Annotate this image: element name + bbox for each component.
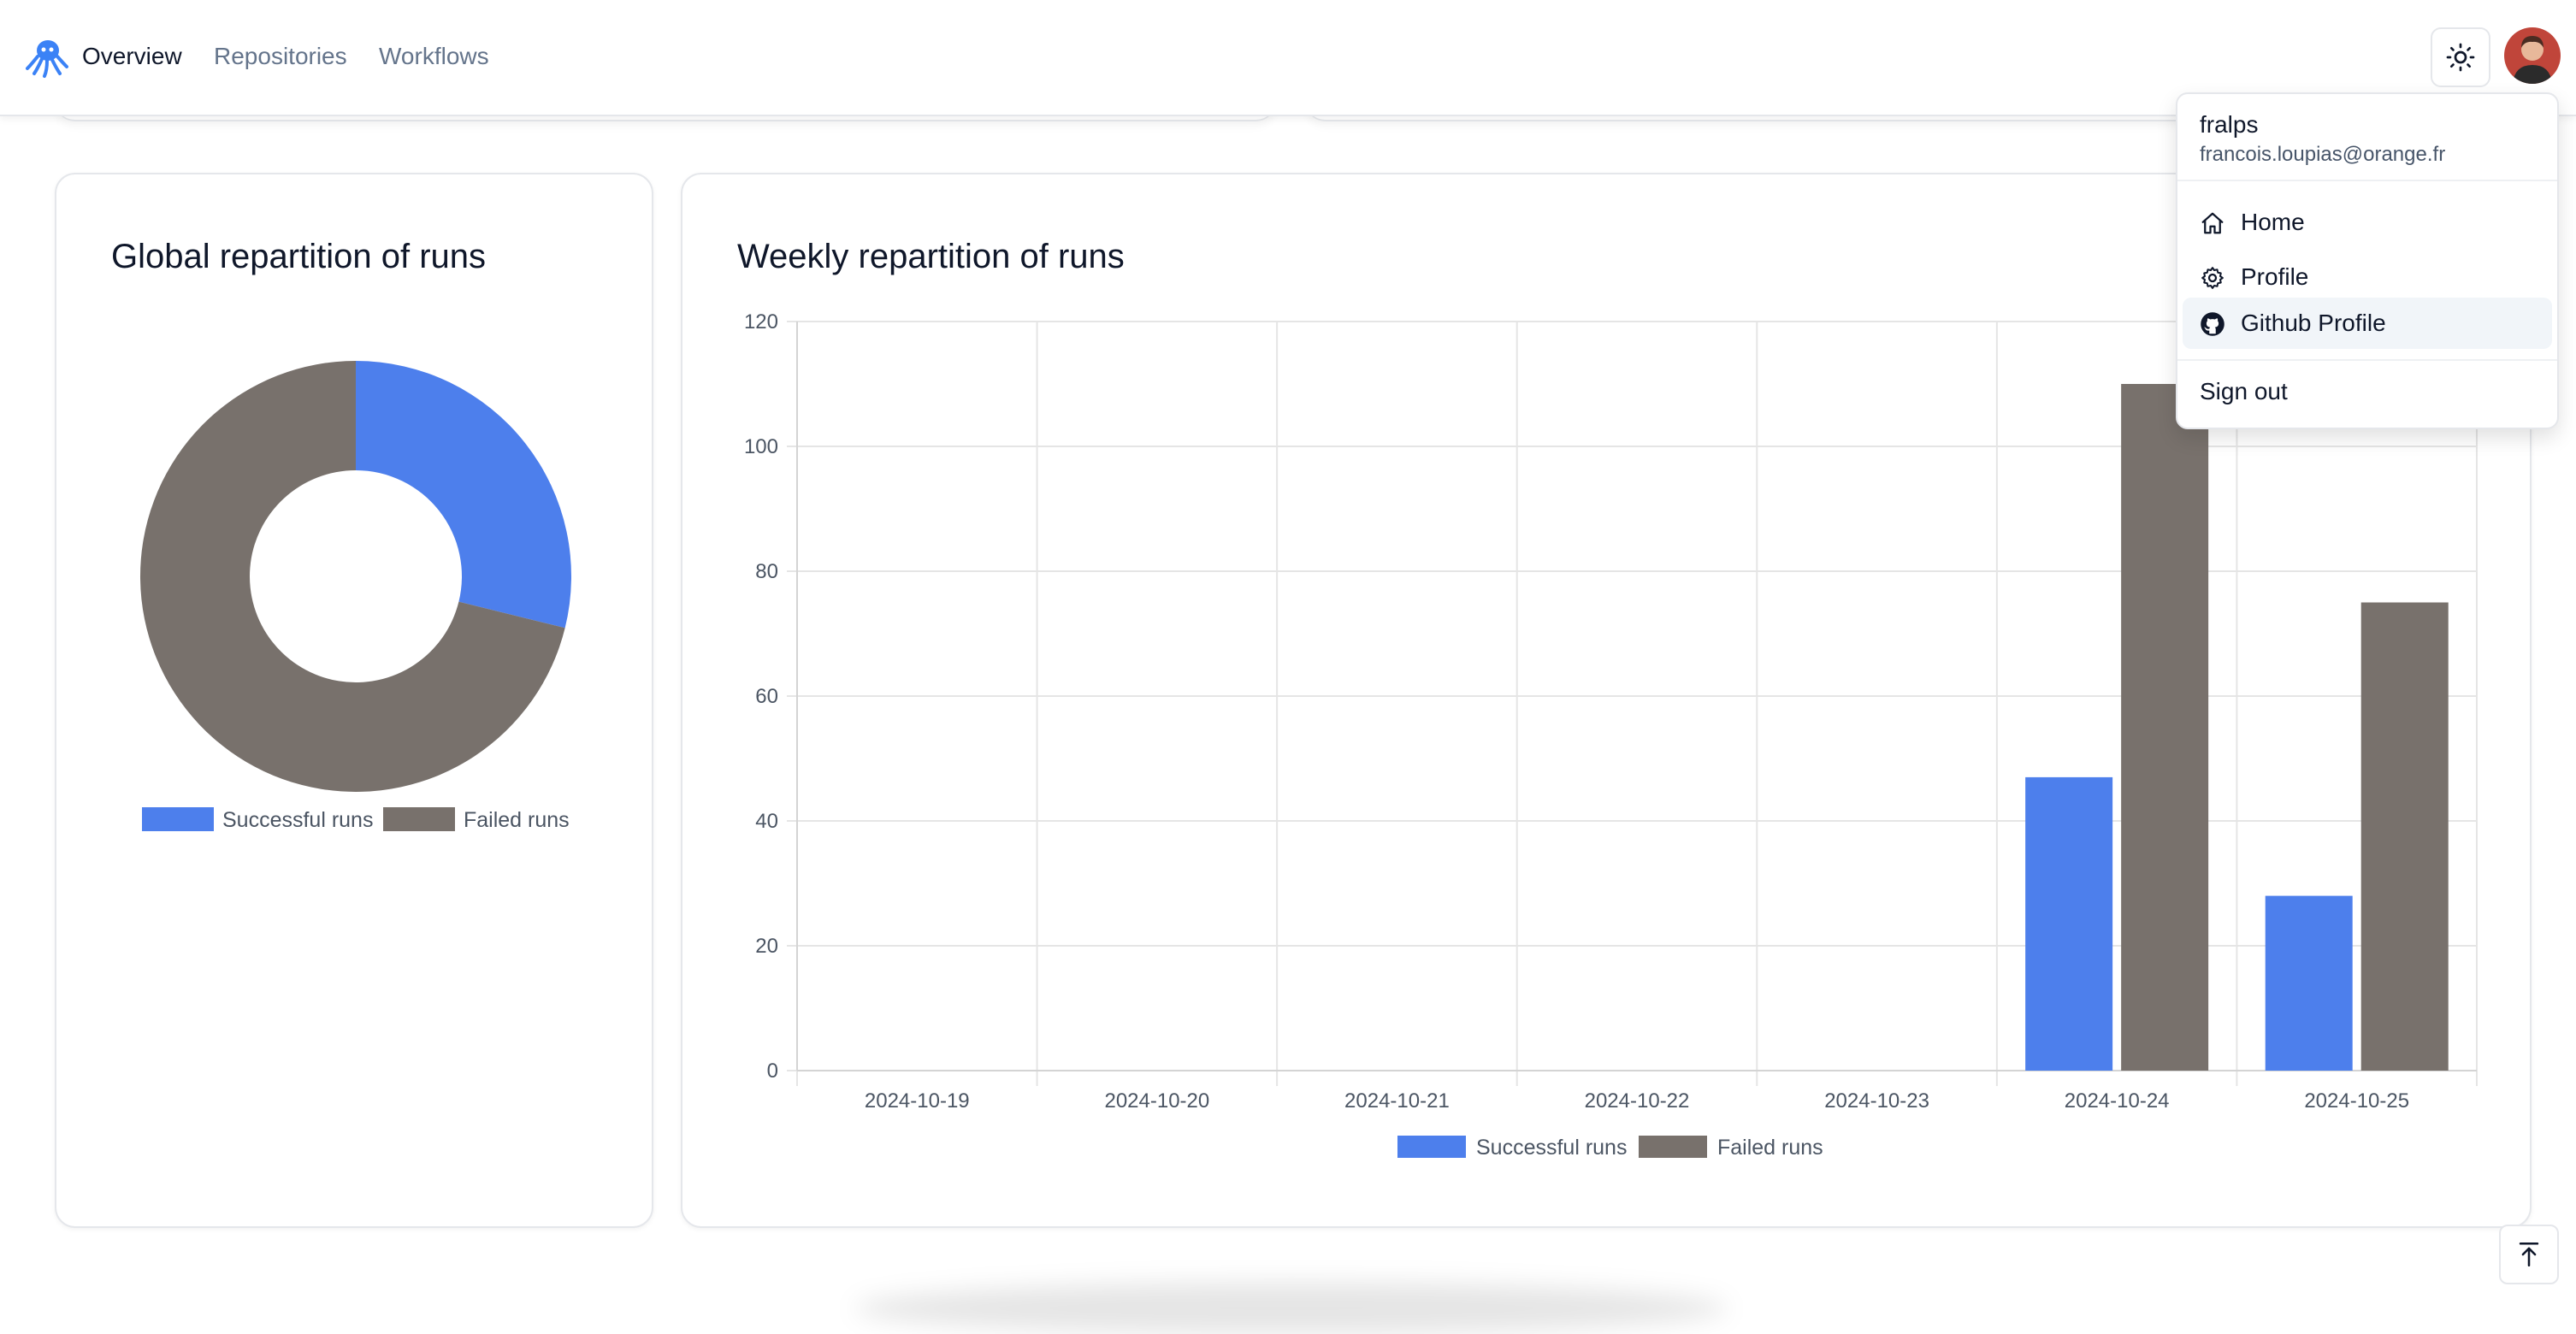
legend-label[interactable]: Successful runs: [1476, 1136, 1627, 1160]
sign-out-button[interactable]: Sign out: [2200, 378, 2288, 404]
y-tick-label: 120: [744, 310, 778, 334]
github-icon: [2201, 312, 2224, 336]
menu-item-label: Home: [2241, 209, 2305, 235]
legend-label[interactable]: Successful runs: [222, 808, 373, 832]
bottom-shadow: [855, 1283, 1728, 1334]
legend-label[interactable]: Failed runs: [1717, 1136, 1823, 1160]
nav-repositories[interactable]: Repositories: [214, 43, 347, 69]
global-runs-card: Global repartition of runs Successful ru…: [55, 173, 653, 1228]
x-tick-label: 2024-10-19: [865, 1089, 970, 1113]
scroll-to-top-button[interactable]: [2499, 1225, 2559, 1284]
y-tick-label: 80: [755, 560, 778, 583]
bar-failed-runs[interactable]: [2360, 602, 2449, 1071]
x-tick-label: 2024-10-25: [2304, 1089, 2409, 1113]
arrow-up-to-line-icon: [2519, 1242, 2539, 1267]
home-icon: [2201, 212, 2224, 234]
divider: [2177, 180, 2557, 181]
y-tick-label: 20: [755, 935, 778, 958]
menu-username: fralps: [2200, 111, 2259, 138]
legend-swatch[interactable]: [383, 807, 455, 831]
menu-item-github-profile[interactable]: Github Profile: [2183, 298, 2552, 349]
x-tick-label: 2024-10-22: [1585, 1089, 1690, 1113]
user-menu-dropdown: fralps francois.loupias@orange.fr Home P…: [2176, 92, 2559, 429]
bar-successful-runs[interactable]: [2025, 776, 2113, 1071]
x-tick-label: 2024-10-23: [1824, 1089, 1929, 1113]
card-title: Global repartition of runs: [111, 238, 487, 275]
x-tick-label: 2024-10-20: [1104, 1089, 1209, 1113]
sun-icon: [2446, 43, 2475, 72]
theme-toggle-button[interactable]: [2431, 27, 2490, 87]
legend-swatch[interactable]: [142, 807, 214, 831]
legend-swatch[interactable]: [1639, 1136, 1707, 1158]
menu-item-label: Profile: [2241, 263, 2309, 290]
menu-email: francois.loupias@orange.fr: [2200, 143, 2446, 166]
card-title: Weekly repartition of runs: [737, 238, 1125, 275]
gear-icon: [2201, 267, 2224, 289]
bar-chart: 0 20 40 60 80 100 120 2024-10-19 2024-10-20 2024-…: [744, 310, 2478, 1160]
y-tick-label: 100: [744, 435, 778, 458]
donut-chart: Successful runs Failed runs: [139, 361, 572, 832]
menu-item-profile[interactable]: Profile: [2183, 251, 2552, 303]
divider: [2177, 359, 2557, 361]
user-avatar-image: [2504, 27, 2561, 84]
x-tick-label: 2024-10-24: [2065, 1089, 2170, 1113]
bar-failed-runs[interactable]: [2121, 384, 2209, 1071]
y-tick-label: 40: [755, 810, 778, 833]
y-tick-label: 0: [767, 1060, 778, 1083]
legend-swatch[interactable]: [1397, 1136, 1466, 1158]
avatar[interactable]: [2504, 27, 2561, 84]
y-tick-label: 60: [755, 685, 778, 708]
bar-successful-runs[interactable]: [2265, 895, 2353, 1071]
nav-workflows[interactable]: Workflows: [379, 43, 489, 69]
menu-item-label: Github Profile: [2241, 310, 2386, 336]
octopus-logo-icon[interactable]: [26, 36, 68, 79]
menu-item-home[interactable]: Home: [2183, 197, 2552, 248]
donut-slice[interactable]: [139, 361, 565, 792]
legend-label[interactable]: Failed runs: [464, 808, 570, 832]
nav-overview[interactable]: Overview: [82, 43, 182, 69]
donut-slice[interactable]: [356, 361, 572, 629]
top-navbar: Overview Repositories Workflows: [0, 0, 2576, 116]
x-tick-label: 2024-10-21: [1344, 1089, 1450, 1113]
